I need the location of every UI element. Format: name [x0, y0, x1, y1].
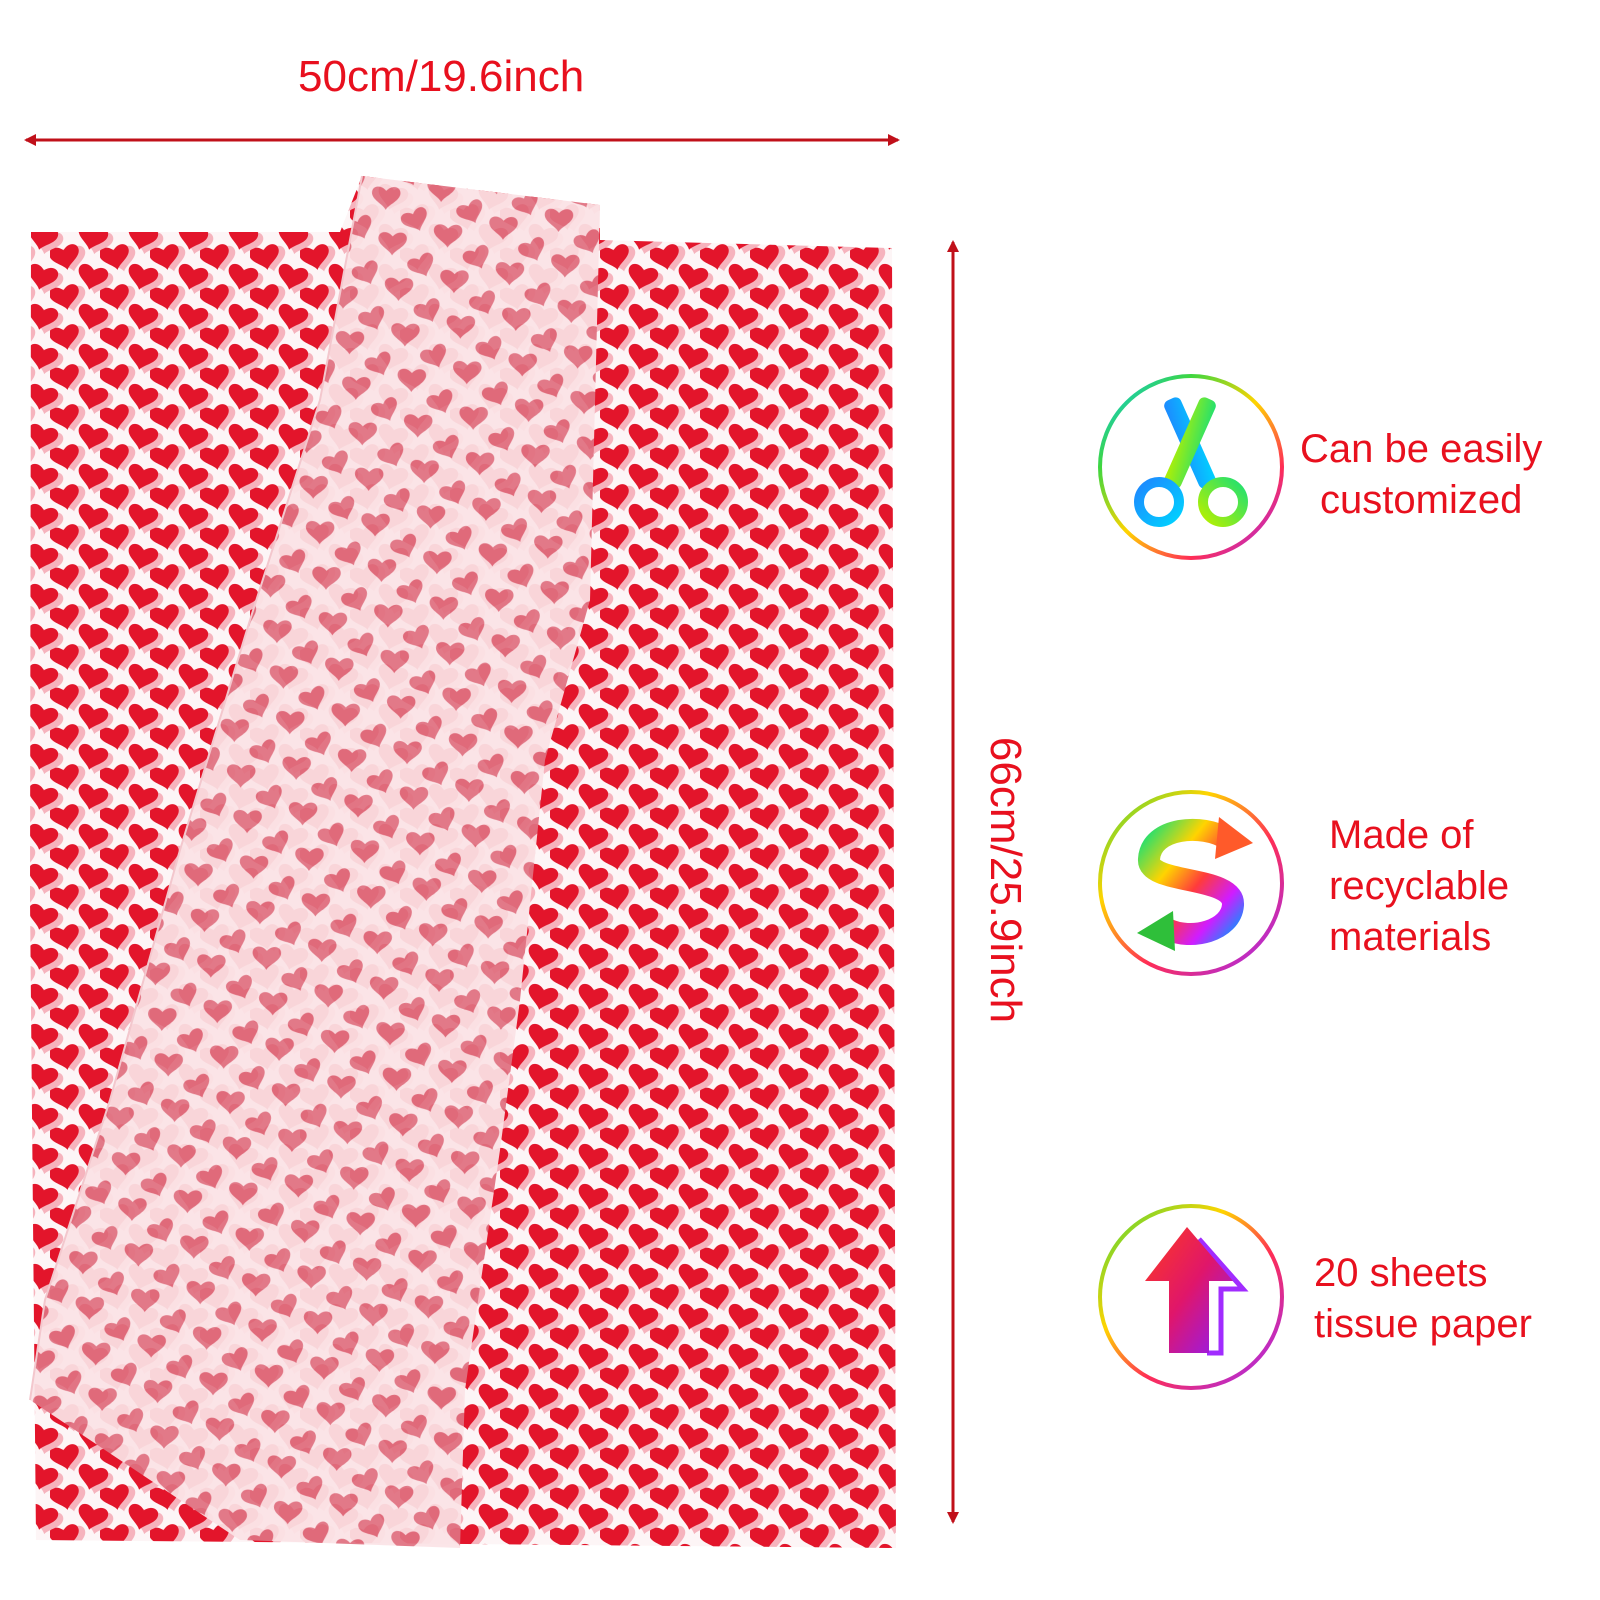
up-arrow-icon	[1095, 1201, 1287, 1393]
width-dimension-label: 50cm/19.6inch	[298, 52, 585, 101]
tissue-sheet-folded	[30, 176, 600, 1548]
scissors-icon	[1095, 371, 1287, 563]
feature-recyclable-text: Made of recyclable materials	[1329, 813, 1510, 959]
feature-customizable-text: Can be easily customized	[1300, 427, 1543, 522]
recycle-arrows-icon	[1095, 787, 1287, 979]
height-dimension-label: 66cm/25.9inch	[981, 736, 1030, 1024]
feature-sheets-count-text: 20 sheets tissue paper	[1314, 1251, 1532, 1346]
